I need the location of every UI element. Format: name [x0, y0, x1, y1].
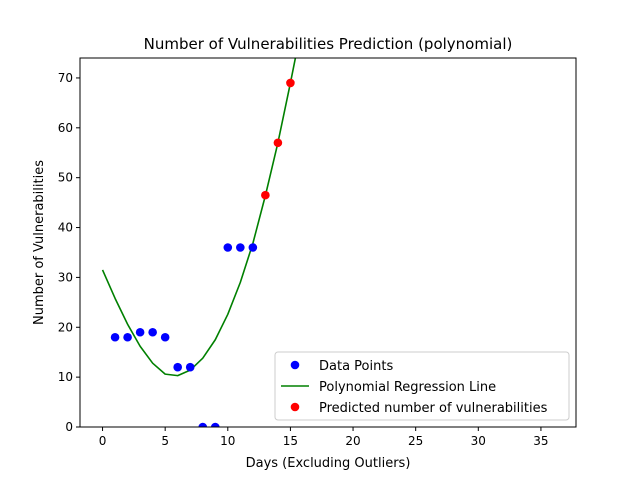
predicted-point [261, 190, 270, 200]
data-point [123, 332, 132, 342]
chart-title: Number of Vulnerabilities Prediction (po… [144, 35, 513, 53]
legend-items: Data Points Polynomial Regression Line Pre… [281, 359, 548, 416]
legend-entry-label: Predicted number of vulnerabilities [319, 401, 548, 416]
x-tick-label: 0 [99, 434, 107, 448]
data-point [160, 332, 170, 342]
predicted-point [286, 78, 295, 88]
legend: Data Points Polynomial Regression Line Pre… [274, 351, 570, 421]
data-point [135, 327, 145, 337]
y-tick-label: 60 [58, 121, 73, 135]
legend-entry-label: Polynomial Regression Line [319, 380, 496, 395]
y-tick-label: 0 [65, 420, 73, 434]
x-tick-label: 15 [283, 434, 298, 448]
x-tick-label: 5 [161, 434, 169, 448]
series-layer [101, 58, 297, 427]
x-tick-label: 25 [408, 434, 423, 448]
x-tick-label: 10 [220, 434, 235, 448]
plot-frame [79, 57, 577, 428]
legend-marker-swatch [290, 402, 300, 412]
data-point [248, 243, 258, 252]
data-point [173, 362, 182, 372]
x-tick-label: 20 [345, 434, 360, 448]
data-point [210, 422, 220, 427]
y-tick-label: 30 [58, 270, 73, 284]
y-tick-label: 70 [58, 71, 73, 85]
legend-marker-swatch [290, 360, 300, 370]
x-axis-ticks: 0 5 10 15 20 25 30 35 [99, 427, 549, 448]
data-point [185, 362, 195, 372]
y-tick-label: 10 [58, 370, 73, 384]
legend-box [274, 351, 570, 421]
data-point [223, 243, 233, 252]
x-axis-label: Days (Excluding Outliers) [246, 456, 411, 471]
y-axis-ticks: 0 10 20 30 40 50 60 70 [58, 71, 80, 434]
data-point [236, 243, 245, 252]
x-tick-label: 35 [533, 434, 548, 448]
y-axis-label: Number of Vulnerabilities [32, 160, 47, 325]
regression-line [101, 58, 297, 377]
data-point [148, 327, 157, 337]
y-tick-label: 40 [58, 221, 73, 235]
data-point [110, 332, 120, 342]
legend-entry-label: Data Points [319, 359, 393, 374]
data-point [198, 422, 208, 427]
x-tick-label: 30 [471, 434, 486, 448]
y-tick-label: 50 [58, 171, 73, 185]
predicted-point [273, 138, 283, 148]
y-tick-label: 20 [58, 320, 73, 334]
